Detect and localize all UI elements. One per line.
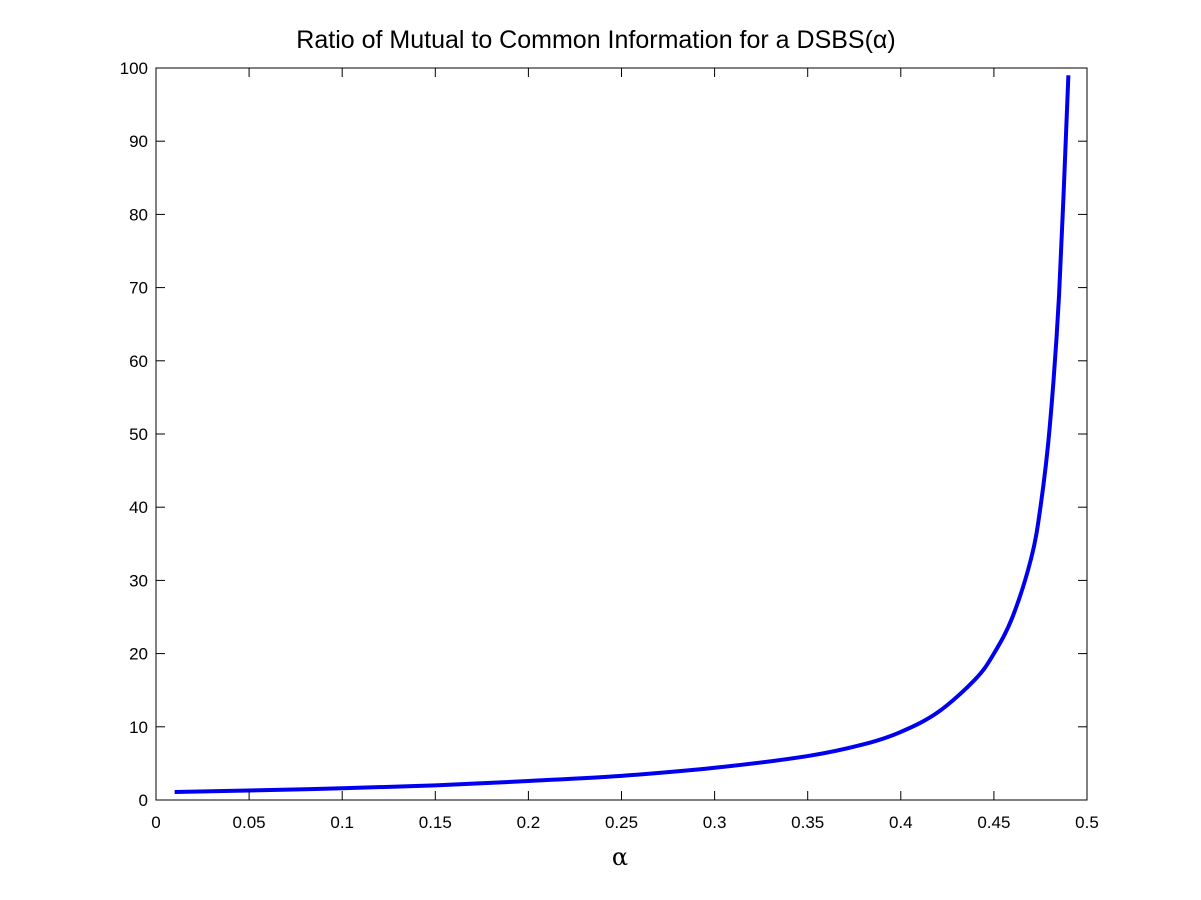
axes-frame <box>155 67 1088 801</box>
y-tick-label: 20 <box>129 645 148 664</box>
y-tick-label: 70 <box>129 279 148 298</box>
x-tick-label: 0.3 <box>703 813 727 832</box>
plot-area <box>155 67 1088 801</box>
y-axis: 0 10 20 30 40 50 60 70 80 90 100 <box>120 59 1087 810</box>
x-tick-label: 0.15 <box>419 813 452 832</box>
x-axis-label: α <box>612 843 628 871</box>
x-tick-label: 0.4 <box>889 813 913 832</box>
x-tick-label: 0.35 <box>791 813 824 832</box>
x-tick-label: 0.1 <box>330 813 354 832</box>
y-tick-label: 10 <box>129 718 148 737</box>
x-tick-label: 0.25 <box>605 813 638 832</box>
y-tick-label: 30 <box>129 571 148 590</box>
y-tick-label: 60 <box>129 352 148 371</box>
y-tick-label: 80 <box>129 205 148 224</box>
x-tick-label: 0.5 <box>1075 813 1099 832</box>
x-tick-label: 0 <box>151 813 160 832</box>
x-tick-label: 0.2 <box>517 813 541 832</box>
x-tick-label: 0.45 <box>977 813 1010 832</box>
y-tick-label: 0 <box>139 791 148 810</box>
chart-title: Ratio of Mutual to Common Information fo… <box>296 26 895 54</box>
x-tick-label: 0.05 <box>233 813 266 832</box>
y-tick-label: 90 <box>129 132 148 151</box>
x-axis: 0 0.05 0.1 0.15 0.2 0.25 0.3 0.35 0.4 0.45 0.5 <box>151 68 1099 832</box>
y-tick-label: 40 <box>129 498 148 517</box>
y-tick-label: 50 <box>129 425 148 444</box>
series-line <box>174 75 1071 794</box>
y-tick-label: 100 <box>120 59 148 78</box>
